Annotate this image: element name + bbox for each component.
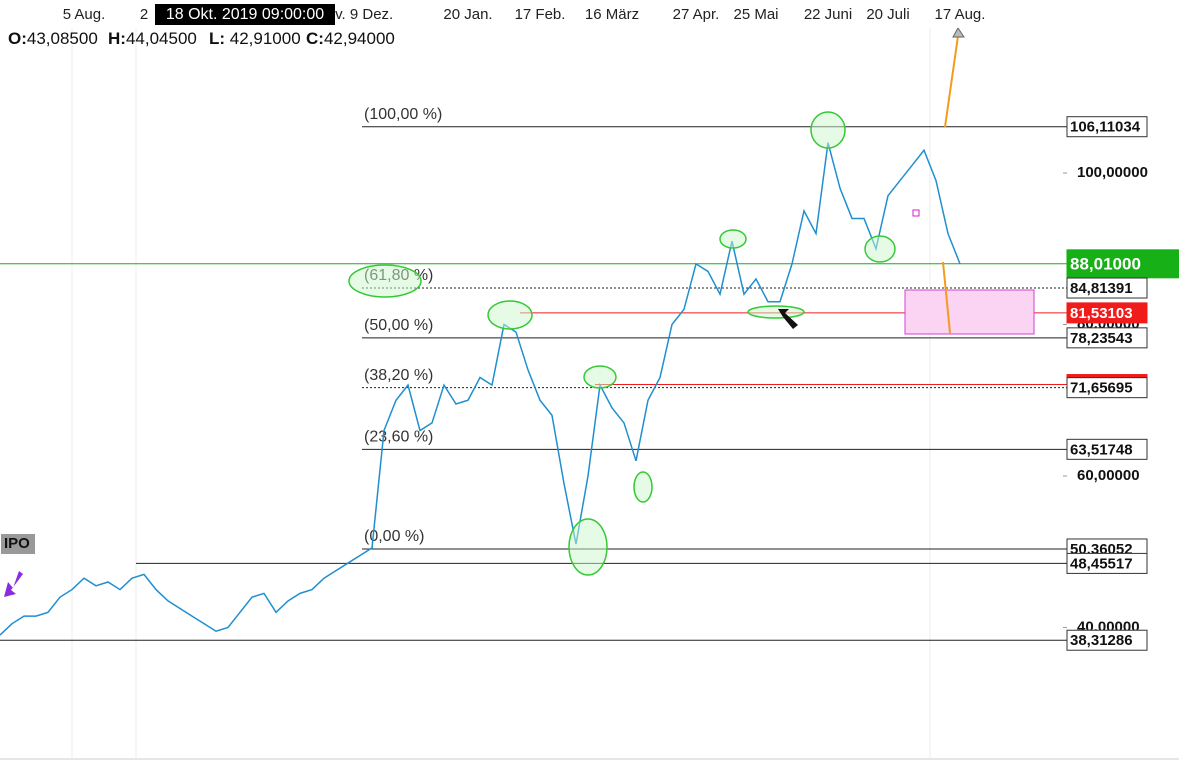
x-tick-label: 2: [140, 6, 148, 23]
crosshair-label: 18 Okt. 2019 09:00:00: [166, 6, 324, 23]
price-box: [1066, 116, 1148, 138]
price-box: [1066, 629, 1148, 651]
fib-label: (23,60 %): [364, 429, 433, 446]
price-line: [0, 142, 961, 636]
crosshair-box: [155, 4, 335, 25]
price-label: 78,23543: [1070, 330, 1133, 347]
x-tick-label: 16 März: [585, 6, 639, 23]
x-tick-label: 25 Mai: [733, 6, 778, 23]
price-label: 106,11034: [1070, 119, 1141, 136]
trend-arrow: [942, 261, 951, 334]
ellipse: [348, 264, 422, 298]
ipo-arrow: [4, 571, 23, 597]
price-label: 71,65695: [1070, 380, 1133, 397]
ipo-label: IPO: [4, 535, 30, 552]
ohlc-key: L:: [209, 29, 225, 48]
pointer-arrow: [778, 309, 798, 329]
trend-arrow: [944, 35, 959, 128]
ellipse: [487, 300, 533, 330]
ohlc-key: C:: [306, 29, 324, 48]
price-box: [1066, 249, 1179, 279]
ohlc-value: 44,04500: [126, 29, 197, 48]
y-tick-label: 100,00000: [1077, 164, 1148, 181]
ellipse: [719, 229, 747, 249]
ohlc-item: L: 42,91000: [209, 29, 301, 48]
fib-label: (0,00 %): [364, 528, 424, 545]
ohlc-key: H:: [108, 29, 126, 48]
x-tick-label: 22 Juni: [804, 6, 852, 23]
ohlc-item: O:43,08500: [8, 29, 98, 48]
x-tick-label: 5 Aug.: [63, 6, 106, 23]
ellipse: [864, 235, 896, 263]
ohlc-key: O:: [8, 29, 27, 48]
ohlc-value: 42,94000: [324, 29, 395, 48]
fib-label: (100,00 %): [364, 106, 442, 123]
ellipse: [633, 471, 653, 503]
price-box: [1066, 327, 1148, 349]
ohlc-value: 42,91000: [225, 29, 301, 48]
arrow-head: [952, 27, 965, 38]
x-tick-label: 17 Aug.: [935, 6, 986, 23]
ohlc-item: C:42,94000: [306, 29, 395, 48]
x-tick-label: 17 Feb.: [515, 6, 566, 23]
ellipse: [810, 111, 846, 149]
price-label: 38,31286: [1070, 632, 1133, 649]
price-box: [1066, 302, 1148, 324]
x-tick-label: ov. 9 Dez.: [327, 6, 393, 23]
price-label: 81,53103: [1070, 305, 1133, 322]
ohlc-item: H:44,04500: [108, 29, 197, 48]
price-box: [1066, 438, 1148, 460]
price-box: [1066, 377, 1148, 399]
ipo-box: [1, 534, 35, 554]
ellipse: [747, 305, 805, 319]
marker: [912, 209, 920, 217]
price-label: 88,01000: [1070, 254, 1141, 273]
price-label: 84,81391: [1070, 280, 1133, 297]
ellipse: [568, 518, 608, 576]
x-tick-label: 20 Jan.: [443, 6, 492, 23]
x-tick-label: 27 Apr.: [673, 6, 720, 23]
over-layer: IPO 106,11034 88,01000 84,81391 81,53103 78,2…: [1, 4, 1179, 651]
x-tick-label: 20 Juli: [866, 6, 909, 23]
ellipse: [583, 365, 617, 389]
target-box: [904, 289, 1035, 335]
price-box: [1066, 552, 1148, 574]
price-label: 63,51748: [1070, 441, 1133, 458]
y-tick-label: 60,00000: [1077, 467, 1140, 484]
ohlc-value: 43,08500: [27, 29, 98, 48]
price-box: [1066, 277, 1148, 299]
fib-label: (38,20 %): [364, 367, 433, 384]
highlights: [348, 111, 896, 576]
fib-label: (50,00 %): [364, 317, 433, 334]
price-label: 48,45517: [1070, 555, 1133, 572]
